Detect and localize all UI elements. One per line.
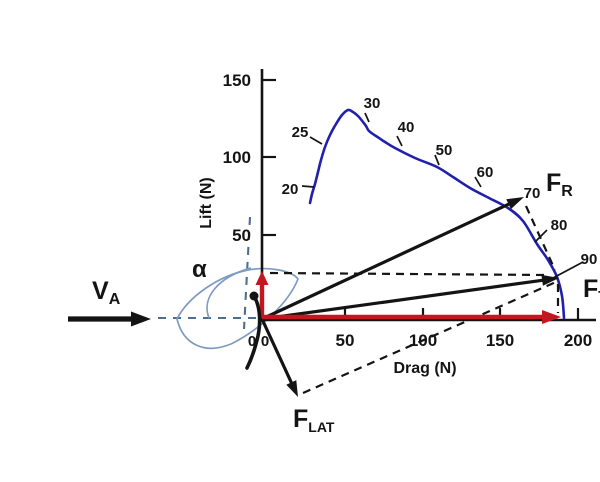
y-axis-title: Lift (N) xyxy=(198,177,215,229)
boat-hull-outline xyxy=(176,267,299,350)
aoa-tick-60 xyxy=(474,176,482,188)
aoa-label-60: 60 xyxy=(477,164,494,181)
aoa-label-20: 20 xyxy=(282,181,299,198)
y-tick-label-100: 100 xyxy=(223,148,251,167)
label-alpha: α xyxy=(192,256,207,283)
aoa-tick-80 xyxy=(534,229,548,243)
aoa-label-90: 90 xyxy=(581,251,598,268)
boat-sail-outline xyxy=(206,267,252,319)
x-tick-label-150: 150 xyxy=(486,331,514,350)
aoa-label-30: 30 xyxy=(364,95,381,112)
label-v-a: VA xyxy=(92,277,121,308)
aoa-label-25: 25 xyxy=(292,124,309,141)
x-tick-label-200: 200 xyxy=(564,331,592,350)
label-f-r: FR xyxy=(546,169,573,200)
label-f-t: FT xyxy=(583,275,600,306)
aoa-tick-25 xyxy=(309,136,323,145)
aoa-label-50: 50 xyxy=(436,142,453,159)
diagram-svg: 501001502001501005000Drag (N)Lift (N)202… xyxy=(68,69,600,435)
aoa-tick-50 xyxy=(434,154,440,166)
flat-to-ft-construction-line xyxy=(302,280,557,395)
sail-curve xyxy=(245,294,262,370)
origin-zero-label-1: 0 xyxy=(261,333,269,350)
fr-to-ft-construction-line xyxy=(524,205,557,271)
y-tick-label-50: 50 xyxy=(232,226,251,245)
x-tick-label-50: 50 xyxy=(336,331,355,350)
y-tick-label-150: 150 xyxy=(223,71,251,90)
vector-drag-component xyxy=(262,310,561,324)
aoa-label-70: 70 xyxy=(524,185,541,202)
aoa-label-40: 40 xyxy=(398,119,415,136)
x-axis-title: Drag (N) xyxy=(393,360,456,377)
sail-force-polar-diagram: 501001502001501005000Drag (N)Lift (N)202… xyxy=(40,16,600,466)
vector-lift-component xyxy=(255,271,269,318)
aoa-tick-90 xyxy=(552,261,584,279)
vector-f-lat xyxy=(260,318,298,397)
lift-drag-polar-curve xyxy=(308,108,566,320)
vector-f-t xyxy=(261,274,559,321)
vector-f-r xyxy=(261,197,524,321)
aoa-label-80: 80 xyxy=(551,217,568,234)
aoa-tick-30 xyxy=(364,112,370,123)
label-f-lat: FLAT xyxy=(293,405,335,435)
vector-apparent-wind xyxy=(68,311,151,327)
lift-projection-line xyxy=(269,271,549,277)
aoa-tick-20 xyxy=(301,185,315,188)
origin-zero-label-0: 0 xyxy=(248,333,256,350)
aoa-tick-40 xyxy=(396,135,403,147)
mast-vertical-line xyxy=(242,216,252,330)
mast-dot xyxy=(249,291,259,301)
